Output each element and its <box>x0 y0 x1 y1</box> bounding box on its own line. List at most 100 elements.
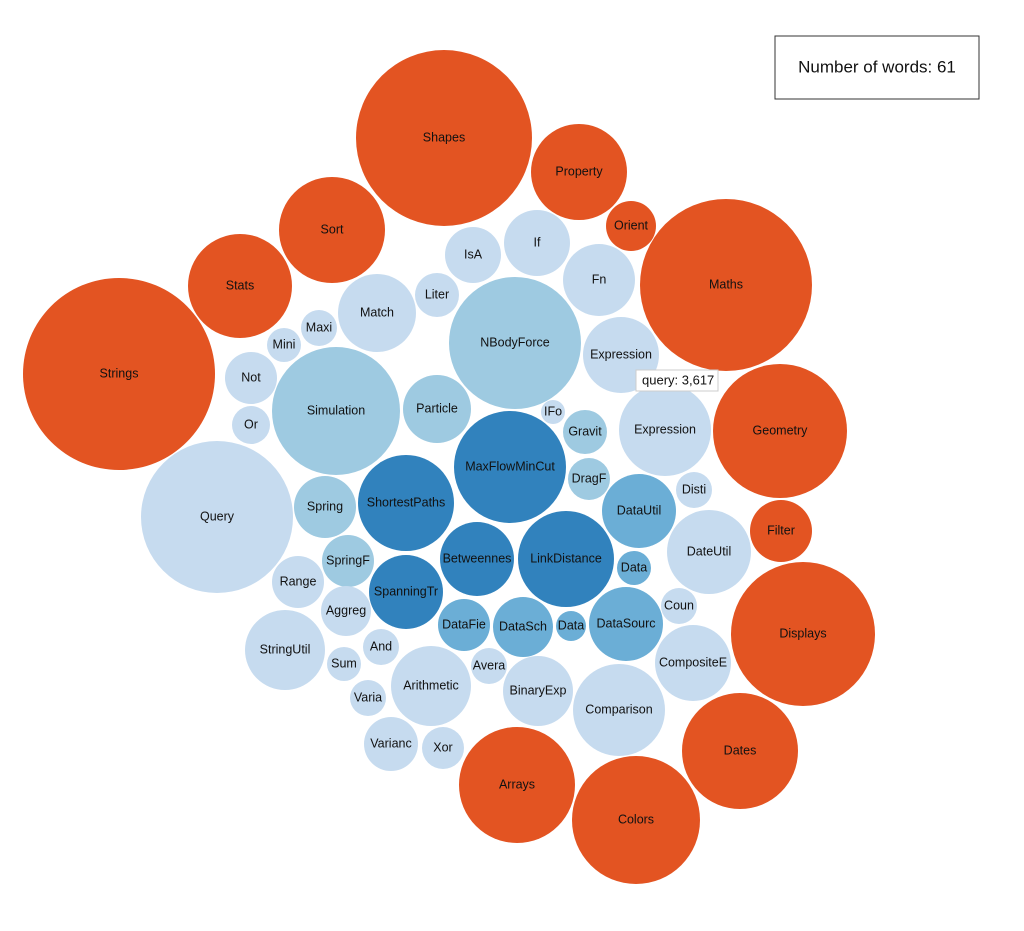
bubble[interactable] <box>224 351 278 405</box>
bubble[interactable] <box>459 727 575 843</box>
bubble[interactable] <box>639 198 813 372</box>
bubble-label: SpringF <box>326 553 370 567</box>
bubble[interactable] <box>667 510 751 594</box>
bubble-label: Match <box>360 305 394 319</box>
bubble[interactable] <box>660 587 698 625</box>
bubble[interactable] <box>188 234 292 338</box>
bubble[interactable] <box>232 406 270 444</box>
bubble[interactable] <box>141 441 293 593</box>
bubble[interactable] <box>713 364 847 498</box>
summary-box <box>774 35 980 100</box>
bubble-label: Coun <box>664 598 694 612</box>
bubble[interactable] <box>502 655 574 727</box>
bubble[interactable] <box>749 499 813 563</box>
bubble[interactable] <box>541 400 565 424</box>
bubble[interactable] <box>440 522 514 596</box>
bubble-label: BinaryExp <box>510 683 567 697</box>
bubble-label: Xor <box>433 740 452 754</box>
bubble-label: Data <box>621 560 647 574</box>
bubble[interactable] <box>369 555 443 629</box>
bubble[interactable] <box>244 609 326 691</box>
bubble-label: Dates <box>724 743 757 757</box>
bubble[interactable] <box>293 475 357 539</box>
bubble[interactable] <box>573 664 665 756</box>
bubble[interactable] <box>390 645 472 727</box>
bubble[interactable] <box>606 201 656 251</box>
bubble-label: LinkDistance <box>530 551 602 565</box>
bubble-label: Geometry <box>753 423 809 437</box>
bubble[interactable] <box>518 511 614 607</box>
bubble[interactable] <box>555 610 587 642</box>
bubble[interactable] <box>403 375 471 443</box>
bubble-label: Arrays <box>499 777 535 791</box>
bubble[interactable] <box>531 124 627 220</box>
bubble[interactable] <box>278 176 386 284</box>
bubble-label: DateUtil <box>687 544 731 558</box>
bubble-label: SpanningTr <box>374 584 438 598</box>
bubble[interactable] <box>563 244 635 316</box>
bubble[interactable] <box>655 625 731 701</box>
bubble-label: Expression <box>634 422 696 436</box>
bubble-label: Liter <box>425 287 449 301</box>
bubble-label: Mini <box>273 337 296 351</box>
bubble[interactable] <box>349 679 387 717</box>
bubble-label: Property <box>555 164 603 178</box>
bubble-label: Query <box>200 509 235 523</box>
bubble[interactable] <box>470 647 508 685</box>
bubble-label: NBodyForce <box>480 335 550 349</box>
bubble-label: Arithmetic <box>403 678 459 692</box>
bubble[interactable] <box>271 346 401 476</box>
bubble[interactable] <box>589 587 663 661</box>
bubble[interactable] <box>337 273 417 353</box>
bubble[interactable] <box>364 717 418 771</box>
bubble-label: DataUtil <box>617 503 661 517</box>
bubble[interactable] <box>321 534 375 588</box>
bubble[interactable] <box>267 328 301 362</box>
bubble[interactable] <box>619 384 711 476</box>
bubble-label: IsA <box>464 247 483 261</box>
bubble-label: Gravit <box>568 424 602 438</box>
bubble-label: CompositeE <box>659 655 727 669</box>
bubble-label: Maths <box>709 277 743 291</box>
bubble[interactable] <box>362 628 400 666</box>
bubble[interactable] <box>493 597 553 657</box>
bubble[interactable] <box>321 586 371 636</box>
bubble[interactable] <box>437 598 491 652</box>
bubble[interactable] <box>453 410 567 524</box>
bubble-label: Not <box>241 370 261 384</box>
bubble[interactable] <box>675 471 713 509</box>
bubble-label: Shapes <box>423 130 465 144</box>
bubbles: Shapes Property Orient Maths Sort Stats String… <box>22 49 876 885</box>
bubble-label: Varianc <box>370 736 411 750</box>
bubble[interactable] <box>503 209 571 277</box>
tooltip-box <box>635 369 719 392</box>
bubble-label: DataSch <box>499 619 547 633</box>
bubble[interactable] <box>617 551 651 585</box>
bubble[interactable] <box>300 309 338 347</box>
bubble-label: Betweennes <box>443 551 512 565</box>
bubble-label: Colors <box>618 812 654 826</box>
bubble[interactable] <box>682 693 798 809</box>
bubble[interactable] <box>358 455 454 551</box>
bubble[interactable] <box>22 277 216 471</box>
bubble[interactable] <box>415 273 459 317</box>
bubble[interactable] <box>421 726 465 770</box>
bubble[interactable] <box>445 227 501 283</box>
bubble-label: ShortestPaths <box>367 495 446 509</box>
bubble[interactable] <box>730 561 876 707</box>
bubble[interactable] <box>571 755 701 885</box>
bubble-label: Sort <box>321 222 344 236</box>
bubble[interactable] <box>355 49 533 227</box>
bubble[interactable] <box>563 410 607 454</box>
bubble[interactable] <box>567 457 611 501</box>
bubble-label: Simulation <box>307 403 365 417</box>
bubble[interactable] <box>327 647 361 681</box>
bubble[interactable] <box>448 276 582 410</box>
bubble-label: Stats <box>226 278 255 292</box>
bubble[interactable] <box>602 474 676 548</box>
bubble[interactable] <box>271 555 325 609</box>
bubble-label: Data <box>558 618 584 632</box>
bubble-label: DataFie <box>442 617 486 631</box>
bubble-label: Fn <box>592 272 607 286</box>
